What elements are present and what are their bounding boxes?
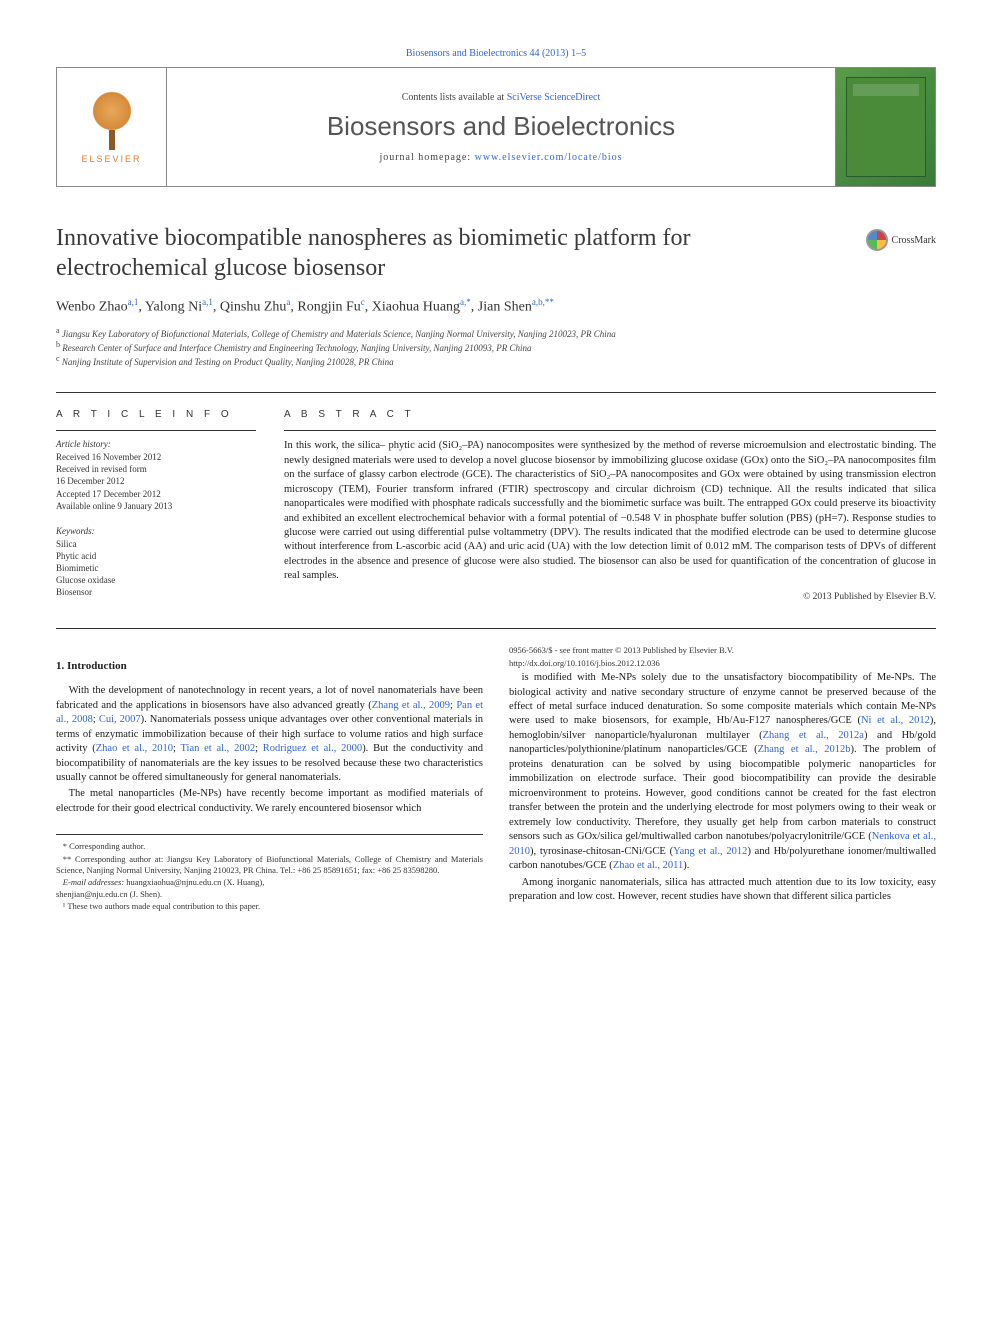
article-title: Innovative biocompatible nanospheres as … — [56, 223, 936, 283]
running-header: Biosensors and Bioelectronics 44 (2013) … — [56, 48, 936, 59]
citation-link[interactable]: Rodriguez et al., 2000 — [263, 743, 362, 754]
footer-meta: 0956-5663/$ - see front matter © 2013 Pu… — [509, 645, 936, 669]
affiliation-b: Research Center of Surface and Interface… — [62, 343, 531, 353]
citation-link[interactable]: Zhang et al., 2009 — [372, 700, 450, 711]
article-info-heading: A R T I C L E I N F O — [56, 409, 256, 420]
journal-cover-thumbnail — [846, 77, 926, 177]
citation-link[interactable]: Zhang et al., 2012a — [763, 730, 864, 741]
journal-name: Biosensors and Bioelectronics — [327, 111, 675, 142]
contents-line: Contents lists available at SciVerse Sci… — [402, 92, 601, 103]
affiliation-a: Jiangsu Key Laboratory of Biofunctional … — [62, 329, 616, 339]
footnote-equal-contrib: ¹ These two authors made equal contribut… — [56, 901, 483, 912]
citation-link[interactable]: Zhang et al., 2012b — [758, 744, 851, 755]
author-aff: a,* — [460, 297, 471, 307]
affiliations: a Jiangsu Key Laboratory of Biofunctiona… — [56, 326, 936, 368]
author: Yalong Ni — [145, 300, 202, 315]
author-aff: a — [286, 297, 290, 307]
crossmark-icon — [866, 229, 888, 251]
article-info-column: A R T I C L E I N F O Article history: R… — [56, 409, 256, 602]
elsevier-wordmark: ELSEVIER — [81, 154, 141, 164]
author: Qinshu Zhu — [220, 300, 287, 315]
contents-prefix: Contents lists available at — [402, 92, 507, 103]
keywords-text: Silica Phytic acid Biomimetic Glucose ox… — [56, 538, 256, 599]
section-heading-introduction: 1. Introduction — [56, 659, 483, 674]
elsevier-tree-icon — [87, 90, 137, 150]
divider — [56, 628, 936, 629]
keywords-block: Keywords: Silica Phytic acid Biomimetic … — [56, 526, 256, 599]
masthead-center: Contents lists available at SciVerse Sci… — [167, 68, 835, 186]
body-text: ), tyrosinase-chitosan-CNi/GCE ( — [530, 846, 673, 857]
body-text: ; — [255, 743, 263, 754]
footnote-corresponding-2: ** Corresponding author at: Jiangsu Key … — [56, 854, 483, 876]
author-aff: a,b,** — [532, 297, 554, 307]
author-aff: a,1 — [128, 297, 139, 307]
citation-link[interactable]: Zhao et al., 2011 — [613, 860, 683, 871]
abstract-heading: A B S T R A C T — [284, 409, 936, 420]
author-aff: a,1 — [202, 297, 213, 307]
publisher-logo-box: ELSEVIER — [57, 68, 167, 186]
body-text: ). The problem of proteins denaturation … — [509, 744, 936, 842]
abstract-column: A B S T R A C T In this work, the silica… — [284, 409, 936, 602]
footnote-corresponding: * Corresponding author. — [56, 841, 483, 852]
issn-line: 0956-5663/$ - see front matter © 2013 Pu… — [509, 645, 936, 656]
sciencedirect-link[interactable]: SciVerse ScienceDirect — [507, 92, 601, 103]
info-abstract-row: A R T I C L E I N F O Article history: R… — [56, 409, 936, 602]
citation-link[interactable]: Zhao et al., 2010 — [96, 743, 173, 754]
citation-link[interactable]: Yang et al., 2012 — [673, 846, 747, 857]
journal-homepage-link[interactable]: www.elsevier.com/locate/bios — [475, 152, 623, 163]
body-paragraph: The metal nanoparticles (Me-NPs) have re… — [56, 787, 483, 816]
body-paragraph: With the development of nanotechnology i… — [56, 684, 483, 785]
citation-link[interactable]: Tian et al., 2002 — [181, 743, 256, 754]
doi-line: http://dx.doi.org/10.1016/j.bios.2012.12… — [509, 658, 936, 669]
footnote-email: E-mail addresses: huangxiaohua@njnu.edu.… — [56, 877, 483, 888]
keywords-label: Keywords: — [56, 526, 256, 536]
author: Rongjin Fu — [297, 300, 360, 315]
body-paragraph: Among inorganic nanomaterials, silica ha… — [509, 876, 936, 905]
footnote-email-2: shenjian@nju.edu.cn (J. Shen). — [56, 889, 483, 900]
author: Xiaohua Huang — [372, 300, 460, 315]
email-1: huangxiaohua@njnu.edu.cn (X. Huang), — [126, 877, 264, 887]
crossmark-label: CrossMark — [892, 235, 936, 246]
masthead: ELSEVIER Contents lists available at Sci… — [56, 67, 936, 187]
homepage-prefix: journal homepage: — [379, 152, 474, 163]
history-label: Article history: — [56, 439, 256, 449]
history-text: Received 16 November 2012 Received in re… — [56, 451, 256, 512]
body-text: ). — [683, 860, 689, 871]
abstract-text: In this work, the silica– phytic acid (S… — [284, 430, 936, 584]
body-two-column: 1. Introduction With the development of … — [56, 645, 936, 914]
body-paragraph: is modified with Me-NPs solely due to th… — [509, 671, 936, 874]
abstract-copyright: © 2013 Published by Elsevier B.V. — [284, 592, 936, 602]
divider — [56, 392, 936, 393]
author: Jian Shen — [478, 300, 532, 315]
body-text: ; — [173, 743, 181, 754]
author-list: Wenbo Zhaoa,1, Yalong Nia,1, Qinshu Zhua… — [56, 297, 936, 316]
elsevier-logo: ELSEVIER — [72, 82, 152, 172]
author-aff: c — [361, 297, 365, 307]
journal-cover-box — [835, 68, 935, 186]
article-header: CrossMark Innovative biocompatible nanos… — [56, 223, 936, 368]
affiliation-c: Nanjing Institute of Supervision and Tes… — [62, 357, 394, 367]
journal-homepage-line: journal homepage: www.elsevier.com/locat… — [379, 152, 622, 163]
citation-link[interactable]: Ni et al., 2012 — [861, 715, 930, 726]
citation-link[interactable]: Cui, 2007 — [99, 714, 141, 725]
article-history-block: Article history: Received 16 November 20… — [56, 430, 256, 512]
author: Wenbo Zhao — [56, 300, 128, 315]
footnotes: * Corresponding author. ** Corresponding… — [56, 834, 483, 911]
email-label: E-mail addresses: — [63, 877, 126, 887]
crossmark-badge[interactable]: CrossMark — [866, 229, 936, 251]
